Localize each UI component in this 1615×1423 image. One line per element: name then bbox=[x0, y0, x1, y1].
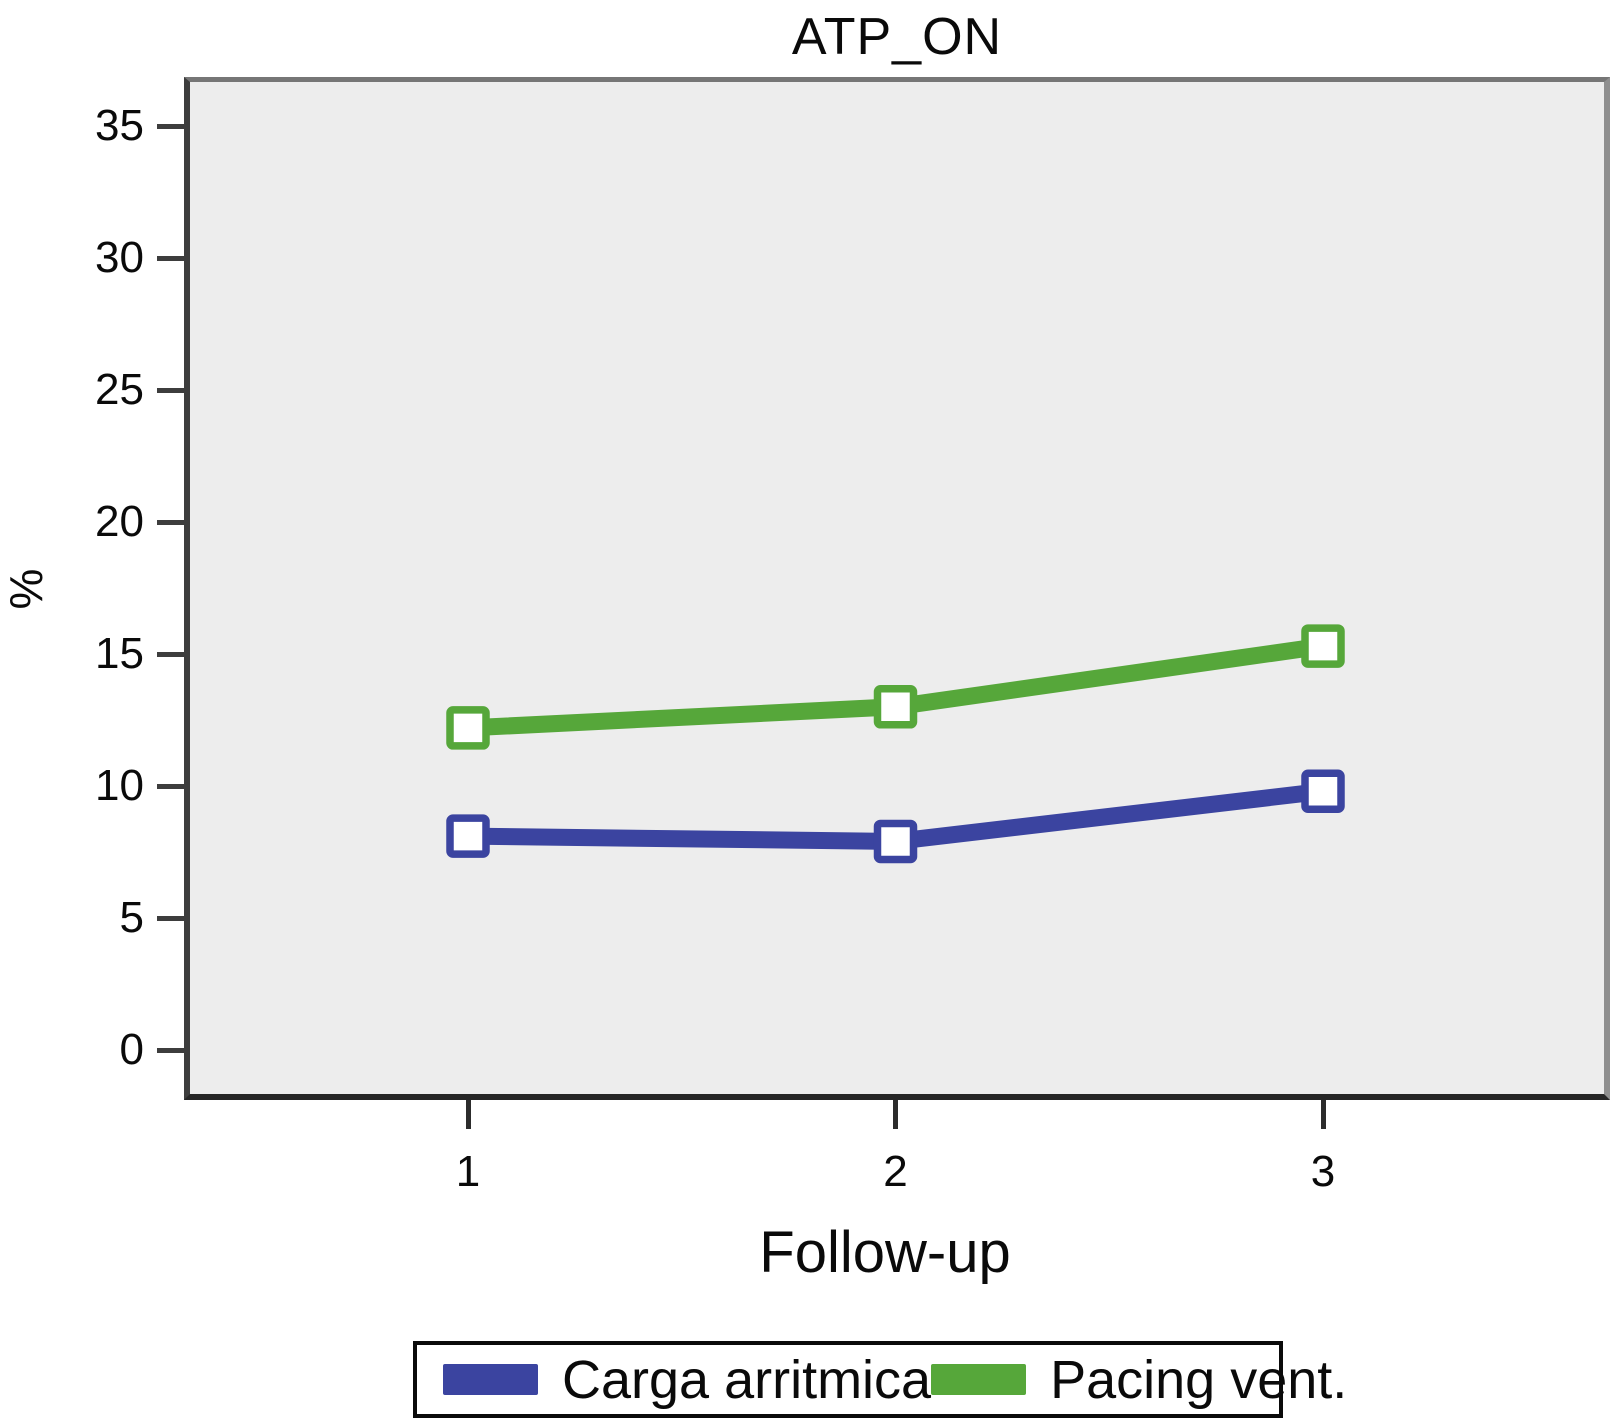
y-tick-label: 35 bbox=[95, 101, 144, 150]
y-tick-mark bbox=[157, 783, 184, 789]
legend-label: Pacing vent. bbox=[1050, 1349, 1348, 1410]
data-point-marker bbox=[873, 819, 918, 864]
data-point-marker bbox=[446, 814, 490, 858]
x-tick-label: 3 bbox=[1310, 1147, 1336, 1196]
legend-label: Carga arritmica bbox=[562, 1349, 932, 1410]
data-point-marker bbox=[446, 706, 490, 750]
y-tick-label: 10 bbox=[95, 761, 144, 810]
x-tick-label: 1 bbox=[455, 1147, 481, 1196]
y-tick-mark bbox=[157, 519, 184, 525]
x-tick-mark bbox=[893, 1100, 898, 1129]
y-tick-label: 30 bbox=[95, 233, 144, 282]
y-tick-mark bbox=[157, 1047, 184, 1053]
y-tick-label: 0 bbox=[119, 1025, 144, 1074]
y-tick-mark bbox=[157, 651, 184, 657]
chart-title: ATP_ON bbox=[791, 8, 1003, 66]
y-tick-mark bbox=[157, 915, 184, 921]
y-tick-label: 5 bbox=[119, 893, 144, 942]
y-tick-label: 15 bbox=[95, 629, 144, 678]
y-tick-mark bbox=[157, 123, 184, 129]
y-tick-mark bbox=[157, 255, 184, 261]
x-tick-mark bbox=[1320, 1100, 1326, 1129]
plot-area bbox=[184, 77, 1610, 1100]
legend-entry: Pacing vent. bbox=[931, 1350, 1347, 1410]
y-axis-title: % bbox=[0, 568, 52, 610]
legend: Carga arritmica Pacing vent. bbox=[413, 1341, 1347, 1418]
y-tick-mark bbox=[157, 387, 184, 393]
x-tick-mark bbox=[465, 1100, 471, 1129]
x-axis-title: Follow-up bbox=[759, 1220, 1011, 1285]
line-chart-canvas bbox=[446, 624, 1345, 864]
x-tick-label: 2 bbox=[883, 1147, 908, 1196]
data-point-marker bbox=[873, 685, 918, 729]
y-tick-label: 25 bbox=[95, 365, 144, 414]
legend-swatch bbox=[931, 1364, 1027, 1395]
legend-swatch bbox=[443, 1364, 538, 1395]
legend-entry: Carga arritmica bbox=[443, 1350, 931, 1410]
data-point-marker bbox=[1301, 769, 1345, 814]
y-tick-label: 20 bbox=[95, 497, 144, 546]
data-point-marker bbox=[1301, 624, 1345, 668]
